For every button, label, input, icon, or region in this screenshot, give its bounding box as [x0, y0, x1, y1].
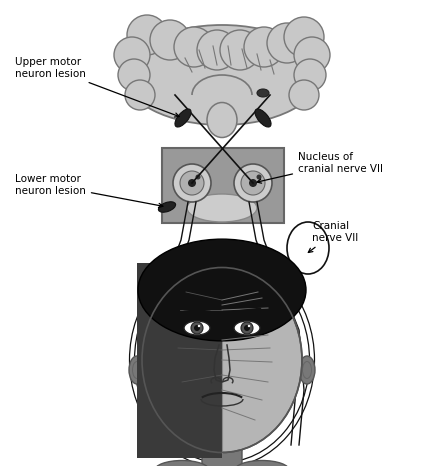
Text: Cranial
nerve VII: Cranial nerve VII	[308, 221, 358, 253]
Ellipse shape	[207, 103, 237, 137]
Circle shape	[249, 179, 257, 187]
Bar	[137, 262, 222, 458]
Circle shape	[241, 171, 265, 195]
Circle shape	[248, 325, 250, 327]
Circle shape	[188, 179, 196, 187]
Circle shape	[191, 322, 203, 334]
Ellipse shape	[154, 460, 210, 466]
Circle shape	[114, 37, 150, 73]
Circle shape	[173, 164, 211, 202]
Circle shape	[127, 15, 167, 55]
Circle shape	[294, 59, 326, 91]
Circle shape	[289, 80, 319, 110]
Text: Lower motor
neuron lesion: Lower motor neuron lesion	[15, 174, 163, 207]
Circle shape	[267, 23, 307, 63]
Circle shape	[125, 80, 155, 110]
Circle shape	[256, 174, 262, 179]
FancyBboxPatch shape	[202, 445, 242, 466]
Circle shape	[194, 325, 200, 331]
Ellipse shape	[158, 202, 176, 212]
Circle shape	[294, 37, 330, 73]
Bar	[162, 148, 284, 223]
Circle shape	[180, 171, 204, 195]
Circle shape	[174, 27, 214, 67]
Ellipse shape	[175, 109, 191, 127]
Circle shape	[234, 164, 272, 202]
Ellipse shape	[125, 25, 320, 125]
Circle shape	[220, 30, 260, 70]
Circle shape	[244, 325, 250, 331]
Ellipse shape	[235, 460, 290, 466]
Ellipse shape	[257, 89, 269, 97]
Circle shape	[284, 17, 324, 57]
Ellipse shape	[129, 356, 145, 384]
Ellipse shape	[184, 321, 210, 335]
Ellipse shape	[142, 267, 302, 452]
Circle shape	[198, 325, 200, 327]
Circle shape	[244, 27, 284, 67]
Circle shape	[118, 59, 150, 91]
Text: Upper motor
neuron lesion: Upper motor neuron lesion	[15, 57, 179, 117]
Circle shape	[150, 20, 190, 60]
Circle shape	[197, 30, 237, 70]
Circle shape	[195, 174, 201, 179]
Circle shape	[241, 322, 253, 334]
Ellipse shape	[138, 239, 306, 341]
Text: Nucleus of
cranial nerve VII: Nucleus of cranial nerve VII	[257, 152, 383, 183]
Ellipse shape	[187, 194, 257, 222]
Ellipse shape	[299, 356, 315, 384]
Ellipse shape	[255, 109, 271, 127]
Ellipse shape	[234, 321, 260, 335]
